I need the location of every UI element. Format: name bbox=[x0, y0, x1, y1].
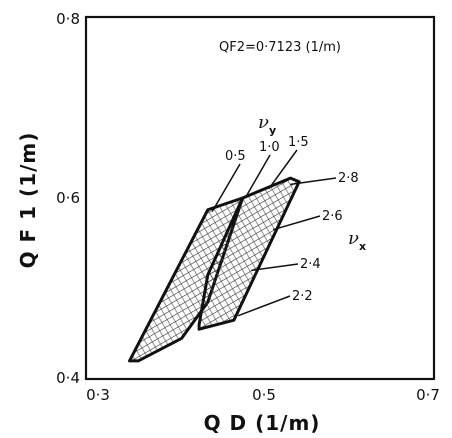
x-tick-right: 0·7 bbox=[416, 386, 440, 404]
y-tick-bottom: 0·4 bbox=[56, 369, 80, 387]
y-tick-top: 0·8 bbox=[56, 10, 80, 28]
nu-x-label-2.6: 2·6 bbox=[322, 209, 343, 224]
nu-y-symbol: ν bbox=[258, 112, 269, 133]
nu-y-label-1.5: 1·5 bbox=[288, 135, 309, 150]
nu-y-subscript: y bbox=[269, 124, 276, 137]
nu-x-label-2.2: 2·2 bbox=[292, 289, 313, 304]
nu-x-label-2.4: 2·4 bbox=[300, 257, 321, 272]
y-tick-mid: 0·6 bbox=[56, 189, 80, 207]
nu-x-symbol: ν bbox=[348, 228, 359, 249]
qf2-annotation: QF2=0·7123 (1/m) bbox=[219, 40, 341, 55]
y-axis-label: Q F 1 (1/m) bbox=[16, 132, 40, 269]
x-tick-mid: 0·5 bbox=[252, 386, 276, 404]
nu-y-label-1.0: 1·0 bbox=[259, 140, 280, 155]
x-tick-left: 0·3 bbox=[86, 386, 110, 404]
nu-x-label-2.8: 2·8 bbox=[338, 171, 359, 186]
tune-regions bbox=[130, 178, 300, 361]
x-axis-label: Q D (1/m) bbox=[204, 411, 321, 435]
nu-y-label-0.5: 0·5 bbox=[225, 149, 246, 164]
nu-x-leader-3 bbox=[238, 296, 290, 316]
nu-x-subscript: x bbox=[359, 240, 366, 253]
